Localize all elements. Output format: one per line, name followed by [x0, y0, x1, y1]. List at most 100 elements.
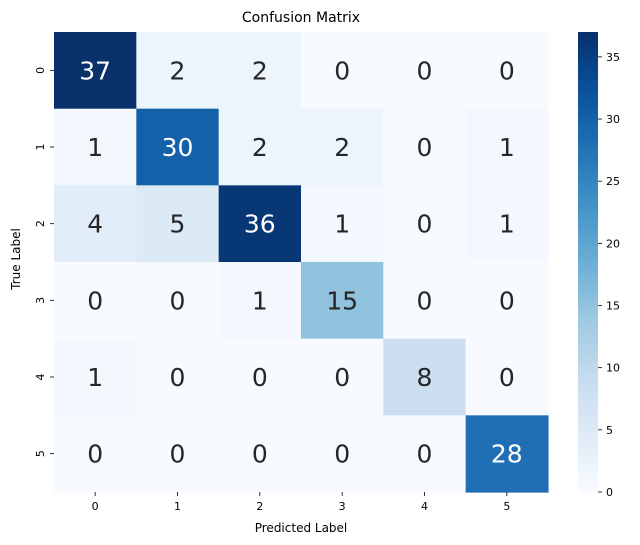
cell-value-r3-c2: 1 [252, 286, 268, 315]
y-tick-label: 2 [34, 220, 47, 227]
heatmap-cell-r3-c0 [54, 262, 137, 340]
cell-value-r0-c2: 2 [252, 56, 268, 85]
cell-value-r2-c1: 5 [170, 210, 186, 239]
cell-value-r3-c1: 0 [170, 286, 186, 315]
colorbar [578, 32, 598, 492]
cell-value-r3-c3: 15 [326, 286, 358, 315]
heatmap-cell-r3-c1 [136, 262, 220, 340]
heatmap-cell-r1-c3 [300, 108, 384, 186]
heatmap-cell-r4-c1 [136, 338, 220, 416]
heatmap-cell-r2-c2 [218, 185, 302, 263]
heatmap-cell-r4-c2 [218, 338, 302, 416]
cell-value-r3-c4: 0 [417, 286, 433, 315]
cell-value-r4-c0: 1 [87, 363, 103, 392]
cell-value-r5-c5: 28 [491, 440, 523, 469]
x-tick-label: 2 [256, 500, 263, 513]
heatmap-cell-r5-c5 [465, 415, 549, 493]
cell-value-r1-c0: 1 [87, 133, 103, 162]
y-tick-label: 5 [34, 450, 47, 457]
cell-value-r2-c0: 4 [87, 210, 103, 239]
cell-value-r0-c4: 0 [417, 56, 433, 85]
colorbar-tick-label: 5 [606, 424, 613, 437]
chart-title: Confusion Matrix [242, 10, 360, 26]
cell-value-r1-c4: 0 [417, 133, 433, 162]
x-tick-label: 5 [503, 500, 510, 513]
heatmap-cell-r0-c1 [136, 32, 220, 110]
cell-value-r2-c5: 1 [499, 210, 515, 239]
heatmap-cell-r3-c4 [383, 262, 467, 340]
heatmap-cell-r1-c2 [218, 108, 302, 186]
cell-value-r5-c2: 0 [252, 440, 268, 469]
colorbar-tick-label: 30 [606, 113, 620, 126]
cell-value-r0-c3: 0 [334, 56, 350, 85]
heatmap-cell-r0-c4 [383, 32, 467, 110]
colorbar-tick-label: 10 [606, 362, 620, 375]
cell-value-r2-c4: 0 [417, 210, 433, 239]
colorbar-tick-label: 0 [606, 486, 613, 499]
cell-value-r1-c3: 2 [334, 133, 350, 162]
cell-value-r4-c2: 0 [252, 363, 268, 392]
heatmap-cell-r0-c0 [54, 32, 137, 110]
heatmap-cell-r1-c5 [465, 108, 549, 186]
cell-value-r4-c4: 8 [417, 363, 433, 392]
heatmap-cell-r5-c1 [136, 415, 220, 493]
heatmap-cell-r1-c1 [136, 108, 220, 186]
x-axis-label: Predicted Label [255, 521, 348, 535]
colorbar-tick-label: 20 [606, 237, 620, 250]
y-axis-ticks: 0 1 2 3 4 5 [34, 67, 54, 457]
heatmap-cell-r4-c3 [300, 338, 384, 416]
heatmap-cell-r5-c2 [218, 415, 302, 493]
heatmap-cell-r0-c2 [218, 32, 302, 110]
y-axis-label: True Label [9, 228, 23, 291]
heatmap-cell-r4-c4 [383, 338, 467, 416]
heatmap-cell-r0-c5 [465, 32, 549, 110]
x-tick-label: 3 [339, 500, 346, 513]
heatmap-cell-r1-c4 [383, 108, 467, 186]
y-tick-label: 4 [34, 374, 47, 381]
heatmap-cell-r4-c5 [465, 338, 549, 416]
heatmap-cell-r0-c3 [300, 32, 384, 110]
cell-value-r2-c3: 1 [334, 210, 350, 239]
cell-value-r5-c0: 0 [87, 440, 103, 469]
y-tick-label: 3 [34, 297, 47, 304]
cell-value-r3-c0: 0 [87, 286, 103, 315]
cell-value-r1-c2: 2 [252, 133, 268, 162]
colorbar-ticks: 0 5 10 15 20 25 30 35 [598, 51, 620, 499]
heatmap-cell-r2-c0 [54, 185, 137, 263]
x-tick-label: 1 [174, 500, 181, 513]
cell-value-r4-c1: 0 [170, 363, 186, 392]
heatmap-cell-r2-c4 [383, 185, 467, 263]
heatmap-cell-r5-c0 [54, 415, 137, 493]
heatmap-cell-r2-c1 [136, 185, 220, 263]
cell-value-r5-c3: 0 [334, 440, 350, 469]
cell-value-r0-c0: 37 [79, 56, 111, 85]
x-tick-label: 4 [421, 500, 428, 513]
x-axis-ticks: 0 1 2 3 4 5 [92, 492, 510, 513]
heatmap-annotations: 37 2 2 0 0 0 1 30 2 2 0 1 4 5 36 1 0 1 0 0 1 15 0 0 1 0 0 0 8 0 0 0 0 0 0 2… [79, 56, 522, 468]
heatmap-cell-r5-c4 [383, 415, 467, 493]
cell-value-r1-c1: 30 [162, 133, 194, 162]
heatmap-cell-r5-c3 [300, 415, 384, 493]
y-tick-label: 0 [34, 67, 47, 74]
y-tick-label: 1 [34, 144, 47, 151]
cell-value-r0-c1: 2 [170, 56, 186, 85]
heatmap-cell-r2-c3 [300, 185, 384, 263]
heatmap-cells [54, 32, 549, 493]
cell-value-r5-c4: 0 [417, 440, 433, 469]
heatmap-cell-r3-c2 [218, 262, 302, 340]
heatmap-cell-r3-c5 [465, 262, 549, 340]
cell-value-r3-c5: 0 [499, 286, 515, 315]
cell-value-r0-c5: 0 [499, 56, 515, 85]
colorbar-tick-label: 35 [606, 51, 620, 64]
colorbar-tick-label: 25 [606, 175, 620, 188]
cell-value-r4-c3: 0 [334, 363, 350, 392]
x-tick-label: 0 [92, 500, 99, 513]
heatmap-cell-r2-c5 [465, 185, 549, 263]
cell-value-r5-c1: 0 [170, 440, 186, 469]
heatmap-cell-r1-c0 [54, 108, 137, 186]
cell-value-r4-c5: 0 [499, 363, 515, 392]
cell-value-r2-c2: 36 [244, 210, 276, 239]
heatmap-cell-r4-c0 [54, 338, 137, 416]
